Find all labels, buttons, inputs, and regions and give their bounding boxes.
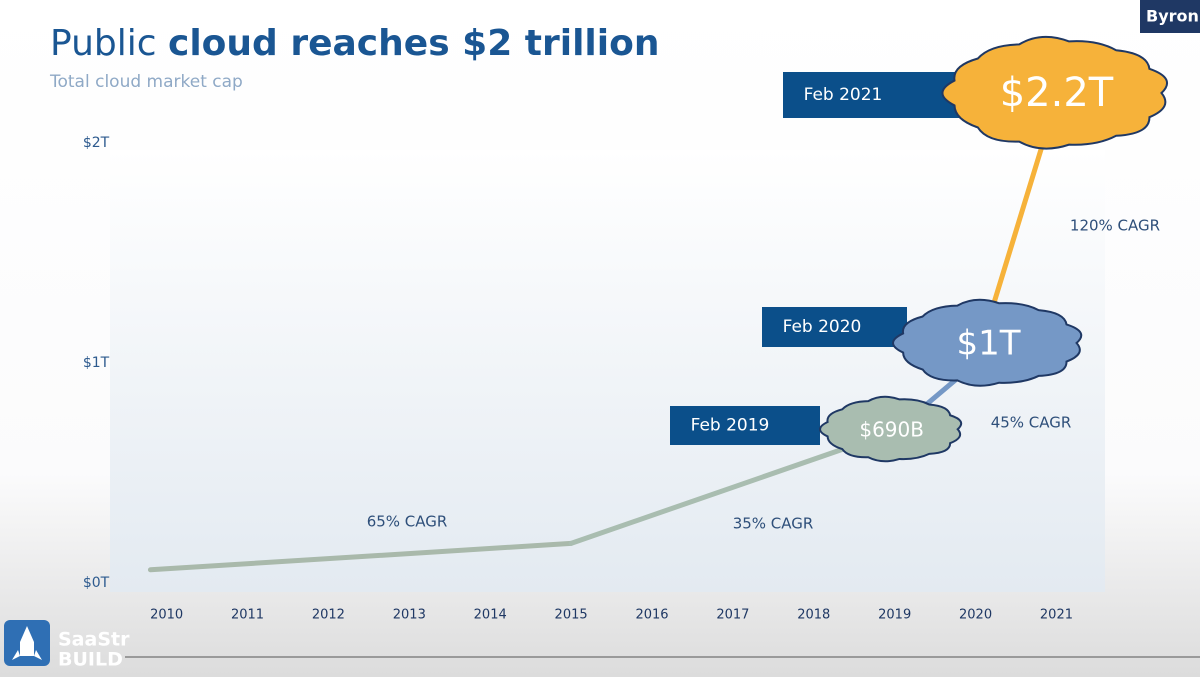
speaker-badge	[1140, 0, 1200, 33]
y-tick-label: $2T	[83, 135, 110, 151]
x-tick-label: 2014	[474, 608, 507, 623]
x-tick-label: 2018	[797, 608, 830, 623]
x-tick-label: 2016	[635, 608, 668, 623]
title-plain: Public	[50, 23, 157, 64]
annotation: 45% CAGR	[991, 414, 1072, 432]
logo-text: BUILD	[58, 649, 123, 671]
value-label: $690B	[859, 418, 924, 442]
speaker-name: Byron	[1146, 7, 1199, 26]
x-tick-label: 2021	[1040, 608, 1073, 623]
date-label: Feb 2019	[691, 416, 770, 436]
line-segment	[568, 428, 898, 546]
annotation: 65% CAGR	[367, 513, 448, 531]
cloud-marker	[941, 35, 1169, 150]
x-tick-label: 2013	[393, 608, 426, 623]
cloud-marker	[892, 298, 1083, 387]
y-tick-label: $0T	[83, 575, 110, 591]
logo-rocket	[12, 626, 42, 660]
date-label: Feb 2020	[783, 317, 862, 337]
date-box	[762, 307, 907, 347]
logo-text: SaaStr	[58, 629, 130, 651]
value-label: $2.2T	[1000, 70, 1114, 116]
cloud-marker	[819, 395, 963, 463]
x-tick-label: 2019	[878, 608, 911, 623]
line-segment	[147, 540, 574, 573]
date-box	[670, 406, 820, 445]
x-tick-label: 2012	[312, 608, 345, 623]
annotation: 35% CAGR	[733, 515, 814, 533]
y-tick-label: $1T	[83, 355, 110, 371]
date-label: Feb 2021	[804, 85, 883, 105]
annotation: 120% CAGR	[1070, 217, 1160, 235]
value-label: $1T	[957, 324, 1021, 364]
title-bold: cloud reaches $2 trillion	[168, 23, 659, 64]
chart-title: Public cloud reaches $2 trillion	[50, 23, 659, 64]
x-tick-label: 2017	[716, 608, 749, 623]
subtitle: Total cloud market cap	[49, 72, 243, 92]
x-tick-label: 2010	[150, 608, 183, 623]
x-tick-label: 2020	[959, 608, 992, 623]
x-tick-label: 2011	[231, 608, 264, 623]
x-tick-label: 2015	[555, 608, 588, 623]
